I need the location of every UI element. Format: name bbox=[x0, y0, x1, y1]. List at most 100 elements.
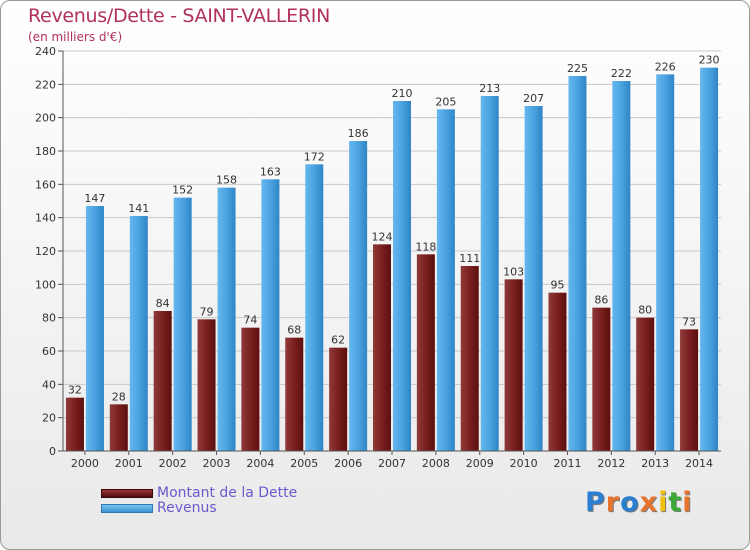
y-tick-label: 100 bbox=[35, 278, 56, 291]
bar-dette-2008 bbox=[416, 254, 435, 451]
logo-letter: x bbox=[639, 487, 659, 518]
data-label-dette-2002: 84 bbox=[156, 297, 170, 310]
y-tick-label: 120 bbox=[35, 245, 56, 258]
data-label-dette-2012: 86 bbox=[594, 294, 608, 307]
data-label-revenus-2005: 172 bbox=[304, 150, 325, 163]
data-label-revenus-2002: 152 bbox=[172, 184, 193, 197]
data-label-dette-2000: 32 bbox=[68, 384, 82, 397]
chart-title: Revenus/Dette - SAINT-VALLERIN bbox=[28, 5, 331, 27]
legend-label-revenus: Revenus bbox=[157, 500, 217, 516]
data-label-revenus-2004: 163 bbox=[260, 165, 281, 178]
data-label-dette-2011: 95 bbox=[550, 279, 564, 292]
x-tick-label: 2005 bbox=[290, 457, 318, 470]
legend-swatch-dette bbox=[101, 489, 153, 498]
x-tick-label: 2014 bbox=[685, 457, 713, 470]
data-label-dette-2003: 79 bbox=[200, 305, 214, 318]
x-tick-label: 2002 bbox=[159, 457, 187, 470]
logo-letter: i bbox=[658, 487, 669, 518]
bar-revenus-2012 bbox=[612, 81, 631, 451]
proxiti-logo: Proxiti bbox=[585, 487, 693, 518]
y-tick-label: 180 bbox=[35, 145, 56, 158]
data-label-revenus-2007: 210 bbox=[392, 87, 413, 100]
data-label-dette-2008: 118 bbox=[415, 240, 436, 253]
data-label-dette-2014: 73 bbox=[682, 315, 696, 328]
bar-revenus-2011 bbox=[568, 76, 587, 451]
x-tick-label: 2000 bbox=[71, 457, 99, 470]
data-label-revenus-2013: 226 bbox=[655, 60, 676, 73]
logo-letter: r bbox=[605, 487, 621, 518]
x-tick-label: 2006 bbox=[334, 457, 362, 470]
chart-subtitle: (en milliers d'€) bbox=[28, 30, 123, 44]
logo-letter: i bbox=[682, 487, 693, 518]
bar-revenus-2004 bbox=[261, 179, 280, 452]
bar-dette-2000 bbox=[65, 397, 84, 451]
y-tick-label: 40 bbox=[42, 378, 56, 391]
x-tick-label: 2008 bbox=[422, 457, 450, 470]
x-tick-label: 2003 bbox=[203, 457, 231, 470]
data-label-dette-2009: 111 bbox=[459, 252, 480, 265]
bar-dette-2012 bbox=[592, 307, 611, 451]
logo-letter: P bbox=[585, 487, 606, 518]
x-tick-label: 2007 bbox=[378, 457, 406, 470]
bar-dette-2011 bbox=[548, 292, 567, 451]
data-label-revenus-2012: 222 bbox=[611, 67, 632, 80]
data-label-dette-2004: 74 bbox=[243, 314, 257, 327]
data-label-revenus-2009: 213 bbox=[479, 82, 500, 95]
bar-revenus-2006 bbox=[349, 141, 368, 451]
bar-revenus-2000 bbox=[85, 206, 104, 451]
bar-dette-2002 bbox=[153, 311, 172, 451]
data-label-revenus-2014: 230 bbox=[699, 54, 720, 67]
data-label-dette-2001: 28 bbox=[112, 390, 126, 403]
bar-dette-2007 bbox=[373, 244, 391, 451]
bar-dette-2009 bbox=[460, 266, 479, 451]
bar-dette-2003 bbox=[197, 319, 216, 451]
x-tick-label: 2004 bbox=[246, 457, 274, 470]
data-label-revenus-2008: 205 bbox=[435, 95, 456, 108]
bar-revenus-2013 bbox=[656, 74, 675, 451]
y-tick-label: 240 bbox=[35, 45, 56, 58]
legend-item-dette: Montant de la Dette bbox=[101, 485, 361, 503]
bar-revenus-2009 bbox=[480, 96, 499, 451]
bar-dette-2013 bbox=[636, 317, 655, 451]
x-tick-label: 2013 bbox=[641, 457, 669, 470]
data-label-revenus-2010: 207 bbox=[523, 92, 544, 105]
x-tick-label: 2011 bbox=[553, 457, 581, 470]
data-label-dette-2007: 124 bbox=[372, 230, 393, 243]
bar-dette-2010 bbox=[504, 279, 523, 451]
bar-dette-2005 bbox=[285, 337, 304, 451]
data-label-dette-2005: 68 bbox=[287, 324, 301, 337]
data-label-revenus-2001: 141 bbox=[128, 202, 149, 215]
bar-revenus-2007 bbox=[393, 101, 411, 451]
y-tick-label: 80 bbox=[42, 312, 56, 325]
bar-revenus-2014 bbox=[700, 67, 719, 452]
legend-swatch-revenus bbox=[101, 504, 153, 513]
bar-revenus-2001 bbox=[129, 216, 148, 451]
data-label-dette-2010: 103 bbox=[503, 265, 524, 278]
bar-dette-2014 bbox=[680, 329, 699, 451]
x-tick-label: 2012 bbox=[597, 457, 625, 470]
y-tick-label: 140 bbox=[35, 212, 56, 225]
legend-label-dette: Montant de la Dette bbox=[157, 485, 298, 501]
bar-revenus-2002 bbox=[173, 197, 192, 451]
logo-letter: o bbox=[620, 487, 640, 518]
x-tick-label: 2010 bbox=[510, 457, 538, 470]
y-tick-label: 20 bbox=[42, 412, 56, 425]
y-tick-label: 220 bbox=[35, 78, 56, 91]
data-label-revenus-2003: 158 bbox=[216, 174, 237, 187]
bar-revenus-2010 bbox=[524, 106, 543, 451]
bar-revenus-2003 bbox=[217, 187, 236, 451]
bar-revenus-2005 bbox=[305, 164, 324, 452]
x-tick-label: 2001 bbox=[115, 457, 143, 470]
data-label-dette-2006: 62 bbox=[331, 334, 345, 347]
data-label-dette-2013: 80 bbox=[638, 304, 652, 317]
data-label-revenus-2006: 186 bbox=[348, 127, 369, 140]
y-tick-label: 60 bbox=[42, 345, 56, 358]
y-tick-label: 160 bbox=[35, 178, 56, 191]
data-label-revenus-2000: 147 bbox=[84, 192, 105, 205]
bar-dette-2006 bbox=[329, 347, 348, 451]
legend-item-revenus: Revenus bbox=[101, 500, 361, 518]
bar-dette-2004 bbox=[241, 327, 260, 451]
bar-revenus-2008 bbox=[436, 109, 455, 451]
